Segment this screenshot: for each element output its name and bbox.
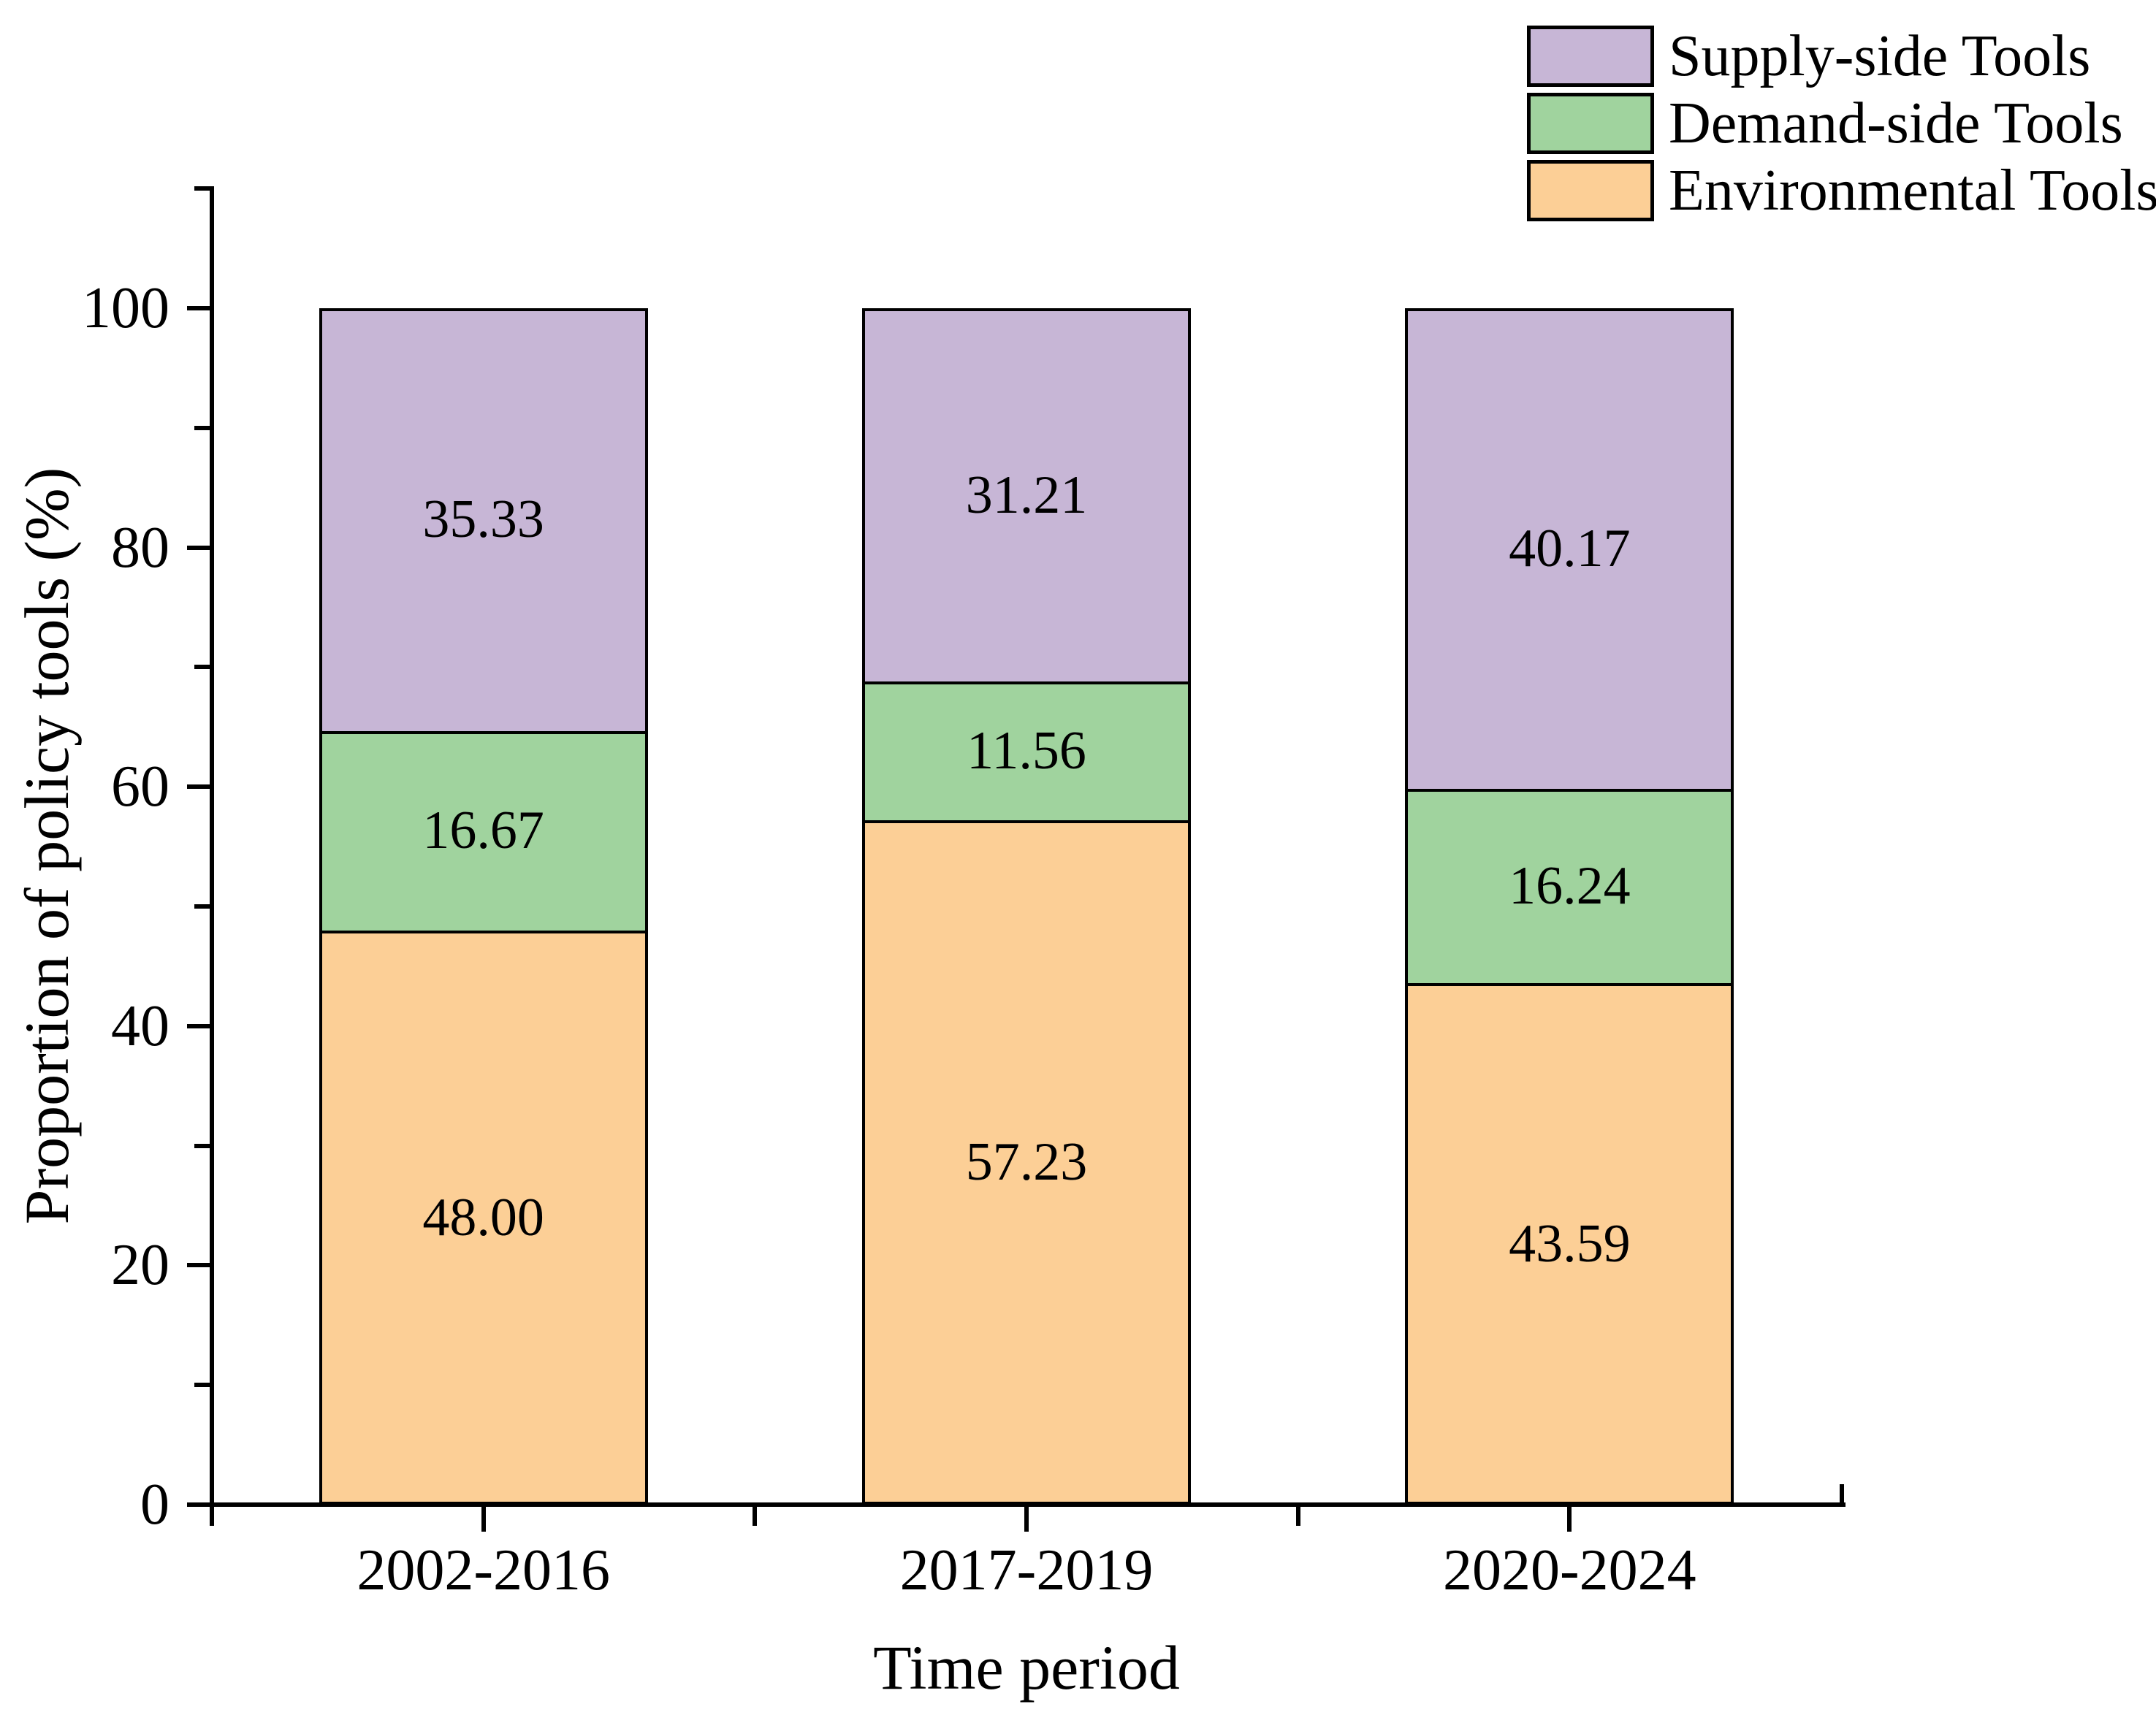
x-tick-label-2017-2019: 2017-2019 xyxy=(899,1538,1154,1603)
bar-segment-2002-2016-environmental-tools xyxy=(319,930,648,1505)
legend-swatch-environmental-tools xyxy=(1527,160,1654,221)
bar-segment-2017-2019-demand-side-tools xyxy=(862,681,1191,820)
bar-segment-2017-2019-supply-side-tools xyxy=(862,308,1191,682)
y-major-tick-60 xyxy=(187,784,212,790)
x-major-tick-2017-2019 xyxy=(1024,1507,1029,1532)
y-axis-title: Proportion of policy tools (%) xyxy=(12,467,82,1225)
x-major-tick-2020-2024 xyxy=(1567,1507,1572,1532)
y-minor-tick-50 xyxy=(194,904,212,909)
value-label-2017-2019-environmental-tools: 57.23 xyxy=(965,1132,1088,1193)
value-label-2002-2016-environmental-tools: 48.00 xyxy=(422,1187,544,1248)
value-label-2020-2024-demand-side-tools: 16.24 xyxy=(1509,855,1631,916)
value-label-2020-2024-supply-side-tools: 40.17 xyxy=(1509,518,1631,578)
bar-segment-2002-2016-supply-side-tools xyxy=(319,308,648,731)
value-label-2017-2019-demand-side-tools: 11.56 xyxy=(967,720,1086,781)
y-axis-line xyxy=(210,186,214,1525)
bar-segment-2002-2016-demand-side-tools xyxy=(319,730,648,931)
legend-label-environmental-tools: Environmental Tools xyxy=(1669,158,2156,223)
value-label-2002-2016-supply-side-tools: 35.33 xyxy=(422,489,544,550)
x-tick-label-2002-2016: 2002-2016 xyxy=(357,1538,610,1603)
x-axis-line xyxy=(210,1502,1845,1507)
legend-swatch-supply-side-tools xyxy=(1527,26,1654,87)
y-tick-label-0: 0 xyxy=(140,1473,169,1537)
y-tick-label-100: 100 xyxy=(82,276,169,340)
bar-segment-2017-2019-environmental-tools xyxy=(862,820,1191,1505)
y-minor-tick-70 xyxy=(194,665,212,670)
y-major-tick-80 xyxy=(187,545,212,550)
legend-swatch-demand-side-tools xyxy=(1527,93,1654,154)
legend-label-supply-side-tools: Supply-side Tools xyxy=(1669,24,2091,88)
y-minor-tick-10 xyxy=(194,1383,212,1388)
bar-segment-2020-2024-environmental-tools xyxy=(1405,982,1734,1505)
x-minor-tick-2 xyxy=(1295,1507,1300,1526)
y-major-tick-0 xyxy=(187,1502,212,1507)
x-axis-end-cap xyxy=(1840,1484,1844,1505)
y-tick-label-60: 60 xyxy=(111,755,169,820)
y-tick-label-20: 20 xyxy=(111,1233,169,1298)
value-label-2002-2016-demand-side-tools: 16.67 xyxy=(422,801,544,861)
y-minor-tick-110 xyxy=(194,186,212,191)
y-minor-tick-90 xyxy=(194,425,212,430)
y-major-tick-40 xyxy=(187,1023,212,1028)
x-minor-tick-1 xyxy=(753,1507,758,1526)
legend-label-demand-side-tools: Demand-side Tools xyxy=(1669,91,2123,156)
x-axis-title: Time period xyxy=(873,1632,1180,1703)
value-label-2020-2024-environmental-tools: 43.59 xyxy=(1509,1213,1631,1274)
value-label-2017-2019-supply-side-tools: 31.21 xyxy=(965,465,1088,525)
y-tick-label-80: 80 xyxy=(111,515,169,580)
bar-segment-2020-2024-demand-side-tools xyxy=(1405,788,1734,983)
x-major-tick-2002-2016 xyxy=(481,1507,486,1532)
y-minor-tick-30 xyxy=(194,1143,212,1148)
y-major-tick-100 xyxy=(187,306,212,310)
x-tick-label-2020-2024: 2020-2024 xyxy=(1443,1538,1696,1603)
x-minor-tick-0 xyxy=(210,1507,214,1526)
bar-segment-2020-2024-supply-side-tools xyxy=(1405,308,1734,789)
y-major-tick-20 xyxy=(187,1263,212,1268)
y-tick-label-40: 40 xyxy=(111,993,169,1058)
